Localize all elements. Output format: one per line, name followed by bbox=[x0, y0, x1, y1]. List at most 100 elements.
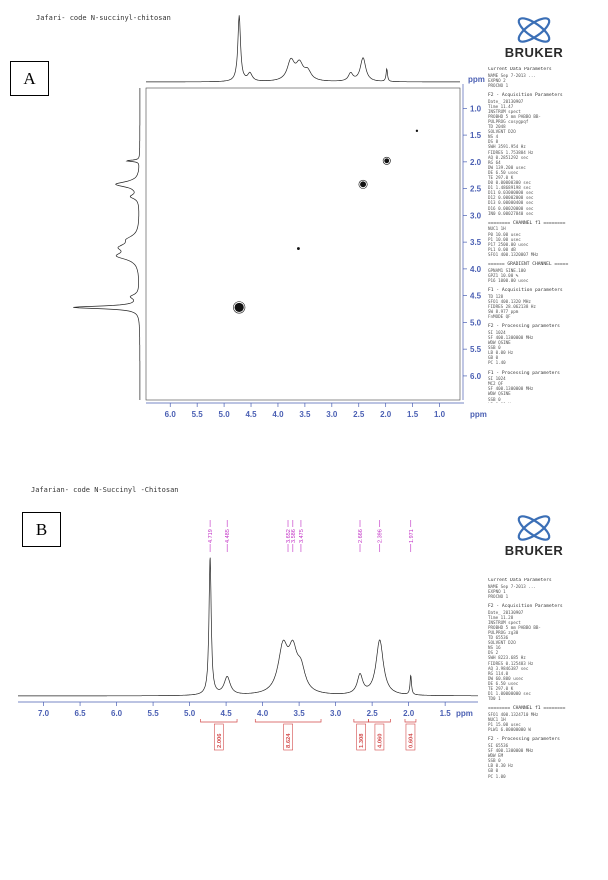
param-line: AQ 0.2851292 sec bbox=[488, 154, 529, 160]
param-line: INSTRUM spect bbox=[488, 619, 521, 625]
x-tick-label: 2.0 bbox=[380, 410, 392, 419]
x-tick-label: 2.5 bbox=[367, 709, 379, 718]
param-line: MC2 QF bbox=[488, 381, 504, 387]
param-line: D12 0.00002000 sec bbox=[488, 195, 534, 201]
panel-a-title: Jafari- code N-succinyl-chitosan bbox=[36, 14, 171, 22]
atom-icon bbox=[517, 515, 551, 541]
param-line: F1 - Acquisition parameters bbox=[488, 288, 563, 294]
param-line: RG 114.0 bbox=[488, 670, 509, 676]
param-line: SF 400.1300000 MHz bbox=[488, 334, 534, 340]
svg-text:3.586: 3.586 bbox=[291, 529, 297, 543]
param-line: TD 2048 bbox=[488, 124, 506, 130]
y-tick-label: 6.0 bbox=[470, 372, 482, 381]
integral-marker: 2.006 bbox=[200, 719, 238, 751]
spectrum-x-ticks: 7.0 6.5 6.0 5.5 5.0 4.5 4.0 3.5 3.0 2.5 2.0 1.5 bbox=[38, 702, 451, 718]
param-line: SOLVENT D2O bbox=[488, 129, 516, 135]
x-tick-label: 5.5 bbox=[148, 709, 160, 718]
x-tick-label: 3.0 bbox=[326, 410, 338, 419]
cosy-spectrum: 6.0 5.5 5.0 4.5 4.0 3.5 3.0 2.5 2.0 1.5 1.0 1.0 1.5… bbox=[73, 15, 487, 419]
param-line: SI 1024 bbox=[488, 376, 506, 382]
acquisition-parameters-b: Current Data Parameters NAME Sep 7-2013 .… bbox=[488, 578, 580, 868]
peak-label: 2.666 bbox=[358, 520, 364, 552]
x-tick-label: 2.5 bbox=[353, 410, 365, 419]
param-line: DE 6.50 usec bbox=[488, 680, 519, 686]
cosy-peaks bbox=[233, 129, 419, 314]
param-line: INSTRUM spect bbox=[488, 108, 521, 114]
svg-text:0.604: 0.604 bbox=[408, 733, 414, 748]
cross-peak bbox=[358, 179, 368, 189]
param-line: D0 0.00000300 sec bbox=[488, 180, 531, 186]
acquisition-parameters-a: Current Data Parameters NAME Sep 7-2013 .… bbox=[488, 67, 580, 403]
panel-a-label: A bbox=[10, 61, 49, 96]
y-tick-label: 1.5 bbox=[470, 131, 482, 140]
left-projection-trace bbox=[73, 88, 141, 400]
peak-label: 2.396 bbox=[378, 520, 384, 552]
cosy-plot-frame bbox=[145, 87, 461, 401]
x-tick-label: 3.5 bbox=[299, 410, 311, 419]
param-line: PROBHD 5 mm PABBO BB- bbox=[488, 113, 541, 119]
param-line: Date_ 20130907 bbox=[488, 98, 524, 104]
integrals: 2.006 8.624 1.308 4.060 0.604 bbox=[200, 719, 417, 751]
cross-peak bbox=[296, 247, 300, 250]
param-line: SSB 0 bbox=[488, 758, 501, 764]
cosy-y-unit: ppm bbox=[468, 75, 485, 84]
param-line: FnMODE QF bbox=[488, 314, 511, 319]
param-line: SSB 0 bbox=[488, 345, 501, 351]
param-line: EXPNO 1 bbox=[488, 588, 506, 594]
x-tick-label: 5.5 bbox=[192, 410, 204, 419]
svg-text:3.475: 3.475 bbox=[299, 529, 305, 543]
param-line: SOLVENT D2O bbox=[488, 640, 516, 646]
param-line: DW 139.200 usec bbox=[488, 164, 526, 170]
param-line: D1 1.00000000 sec bbox=[488, 691, 531, 697]
integral-marker: 0.604 bbox=[404, 719, 417, 751]
param-line: P16 1000.00 usec bbox=[488, 277, 529, 283]
param-line: F2 - Acquisition Parameters bbox=[488, 603, 563, 609]
param-line: TE 297.0 K bbox=[488, 685, 514, 691]
param-line: SWH 8223.685 Hz bbox=[488, 655, 526, 661]
x-tick-label: 1.0 bbox=[434, 410, 446, 419]
param-line: SW 8.977 ppm bbox=[488, 308, 519, 314]
param-line: PC 1.40 bbox=[488, 360, 506, 366]
top-projection-trace bbox=[146, 15, 460, 83]
x-tick-label: 6.5 bbox=[75, 709, 87, 718]
param-line: TD0 1 bbox=[488, 696, 501, 702]
param-line: Current Data Parameters bbox=[488, 67, 552, 72]
param-line: SI 1024 bbox=[488, 329, 506, 335]
y-tick-label: 1.0 bbox=[470, 104, 482, 113]
param-line: Time 11.28 bbox=[488, 614, 514, 620]
y-tick-label: 3.0 bbox=[470, 211, 482, 220]
x-tick-label: 3.5 bbox=[294, 709, 306, 718]
param-line: PLW1 6.00000000 W bbox=[488, 727, 531, 733]
param-line: TD 65536 bbox=[488, 635, 509, 641]
x-tick-label: 4.5 bbox=[245, 410, 257, 419]
param-line: NUC1 1H bbox=[488, 717, 506, 723]
integral-marker: 8.624 bbox=[254, 719, 322, 751]
param-line: AQ 3.9846387 sec bbox=[488, 665, 529, 671]
peak-label: 4.485 bbox=[225, 520, 231, 552]
param-line: NS 16 bbox=[488, 645, 501, 651]
svg-text:1.308: 1.308 bbox=[359, 733, 365, 748]
y-tick-label: 5.5 bbox=[470, 345, 482, 354]
cross-peak bbox=[233, 301, 246, 314]
svg-text:4.485: 4.485 bbox=[225, 529, 231, 543]
panel-b-label: B bbox=[22, 512, 61, 547]
param-line: P1 15.00 usec bbox=[488, 722, 521, 728]
param-line: DS 8 bbox=[488, 139, 499, 145]
param-line: NAME Sep 7-2013 ... bbox=[488, 583, 536, 589]
param-line: LB 0.00 Hz bbox=[488, 350, 514, 356]
param-line: ======== CHANNEL f1 ======== bbox=[488, 706, 566, 712]
param-line: WDW QSINE bbox=[488, 391, 511, 397]
param-line: Time 11.47 bbox=[488, 103, 514, 109]
y-tick-label: 3.5 bbox=[470, 238, 482, 247]
bruker-logo-a: BRUKER bbox=[505, 17, 563, 60]
param-line: FIDRES 1.753884 Hz bbox=[488, 149, 534, 155]
integral-marker: 4.060 bbox=[368, 719, 391, 751]
param-line: NS 4 bbox=[488, 134, 499, 140]
svg-text:2.396: 2.396 bbox=[378, 529, 384, 543]
x-tick-label: 1.5 bbox=[440, 709, 452, 718]
cosy-x-unit: ppm bbox=[470, 410, 487, 419]
param-line: Current Data Parameters bbox=[488, 578, 552, 583]
